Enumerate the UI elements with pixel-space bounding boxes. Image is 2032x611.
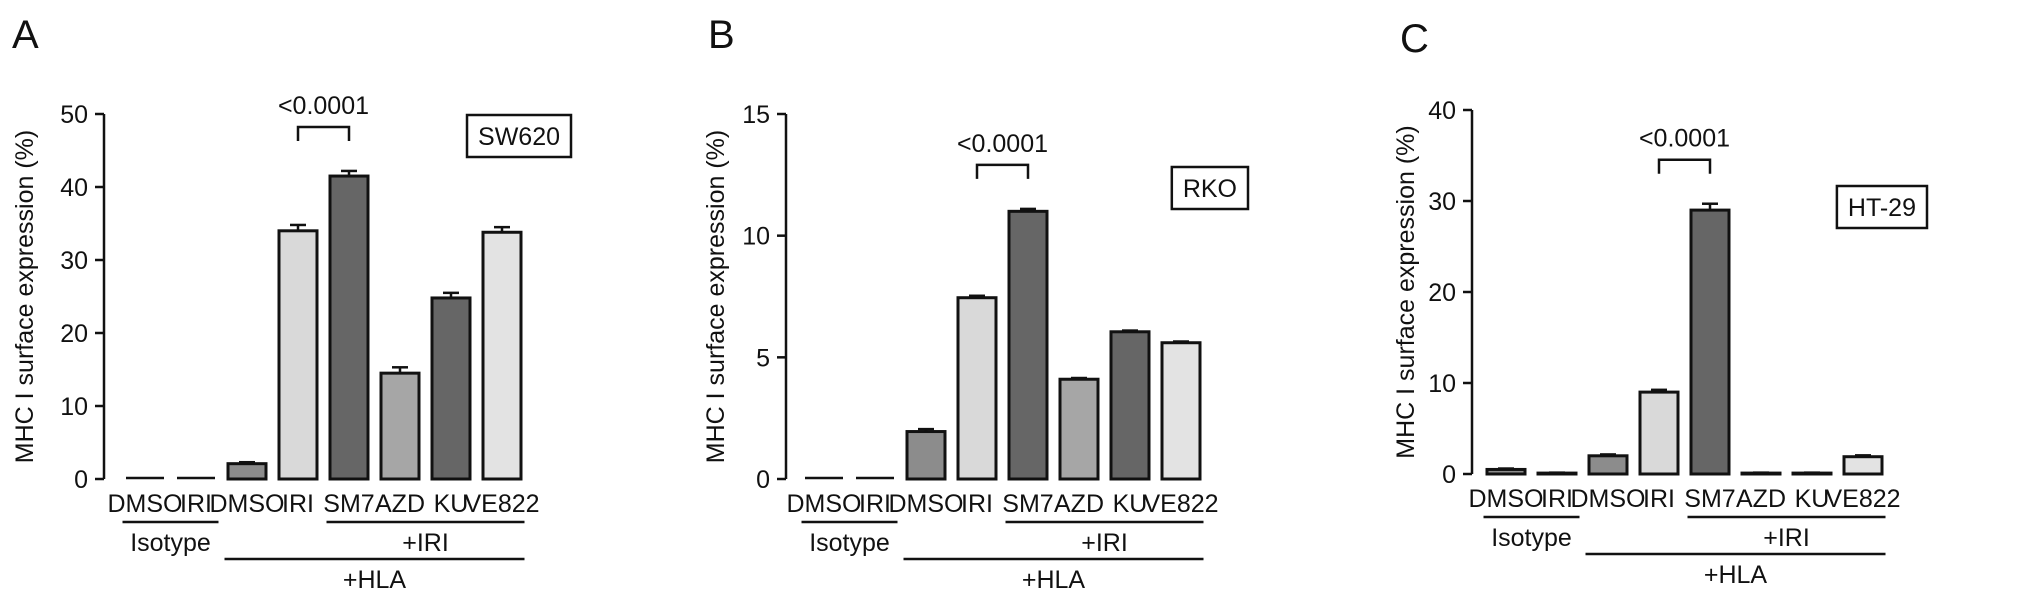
category-label: AZD: [1054, 490, 1104, 518]
y-axis-label: MHC I surface expression (%): [702, 130, 730, 463]
significance-label: <0.0001: [1639, 125, 1730, 153]
category-label: SM7: [323, 490, 374, 518]
cell-line-frame: [465, 113, 573, 159]
y-tick-label: 10: [1428, 370, 1456, 398]
y-tick-label: 0: [1442, 461, 1456, 489]
category-label: IRI: [180, 490, 212, 518]
significance-bracket: [975, 163, 1030, 179]
category-label: DMSO: [1469, 485, 1544, 513]
category-label: IRI: [961, 490, 993, 518]
cell-line-box: RKO: [1170, 165, 1250, 211]
cell-line-box: HT-29: [1835, 184, 1929, 230]
category-label: KU: [434, 490, 469, 518]
y-tick-label: 10: [60, 393, 88, 421]
significance-bracket: [296, 125, 351, 141]
bar-iri: [956, 296, 998, 481]
bar-azd: [1058, 377, 1100, 481]
cell-line-label: SW620: [478, 123, 560, 151]
group-label: Isotype: [809, 529, 890, 557]
panel-label: A: [12, 13, 39, 57]
y-tick-label: 15: [742, 101, 770, 129]
y-tick-label: 40: [60, 174, 88, 202]
category-label: VE822: [464, 490, 539, 518]
bar-sm7: [1689, 208, 1731, 476]
bar-sm7: [1007, 209, 1049, 481]
category-label: DMSO: [108, 490, 183, 518]
category-label: IRI: [1541, 485, 1573, 513]
y-tick-label: 5: [756, 344, 770, 372]
category-label: IRI: [282, 490, 314, 518]
chart-panel-a: A MHC I surface expression (%) 0 10 20 30 40 50…: [11, 13, 573, 594]
y-tick-label: 30: [60, 247, 88, 275]
bar-sm7: [328, 174, 370, 481]
bar-ve822: [1842, 455, 1884, 476]
bar-ve822: [1160, 341, 1202, 481]
bar-iri: [1638, 390, 1680, 476]
y-tick-label: 30: [1428, 188, 1456, 216]
group-label: Isotype: [130, 529, 211, 557]
bar-dmso: [1485, 467, 1527, 476]
y-tick-label: 0: [756, 466, 770, 494]
category-label: VE822: [1825, 485, 1900, 513]
group-label: +IRI: [1763, 524, 1810, 552]
bar-dmso: [226, 462, 268, 481]
group-label: +IRI: [1081, 529, 1128, 557]
category-label: KU: [1795, 485, 1830, 513]
cell-line-label: RKO: [1183, 175, 1237, 203]
category-label: KU: [1113, 490, 1148, 518]
category-label: DMSO: [1571, 485, 1646, 513]
y-tick-label: 20: [60, 320, 88, 348]
cell-line-box: SW620: [465, 113, 573, 159]
category-label: DMSO: [889, 490, 964, 518]
category-label: DMSO: [787, 490, 862, 518]
cell-line-label: HT-29: [1848, 194, 1916, 222]
bar-ku: [430, 296, 472, 481]
panel-label: B: [708, 13, 735, 57]
bar-azd: [379, 371, 421, 481]
group-label: +IRI: [402, 529, 449, 557]
bar-ku: [1109, 330, 1151, 481]
bar-dmso: [1587, 454, 1629, 476]
significance-label: <0.0001: [957, 130, 1048, 158]
y-tick-label: 40: [1428, 97, 1456, 125]
significance-bracket: [1657, 158, 1712, 174]
bar-dmso: [905, 430, 947, 481]
group-label: +HLA: [1022, 566, 1086, 594]
cell-line-frame: [1835, 184, 1929, 230]
category-label: IRI: [859, 490, 891, 518]
group-label: +HLA: [343, 566, 407, 594]
y-tick-label: 10: [742, 223, 770, 251]
panel-label: C: [1400, 17, 1429, 61]
y-tick-label: 20: [1428, 279, 1456, 307]
y-tick-label: 50: [60, 101, 88, 129]
group-label: +HLA: [1704, 561, 1768, 589]
cell-line-frame: [1170, 165, 1250, 211]
group-label: Isotype: [1491, 524, 1572, 552]
category-label: IRI: [1643, 485, 1675, 513]
significance-label: <0.0001: [278, 92, 369, 120]
y-axis-label: MHC I surface expression (%): [11, 130, 39, 463]
category-label: VE822: [1143, 490, 1218, 518]
category-label: DMSO: [210, 490, 285, 518]
category-label: AZD: [375, 490, 425, 518]
bar-ve822: [481, 230, 523, 481]
category-label: AZD: [1736, 485, 1786, 513]
chart-panel-c: C MHC I surface expression (%) 0 10 20 30 40 DM…: [1392, 17, 1929, 589]
bar-iri: [277, 229, 319, 481]
category-label: SM7: [1684, 485, 1735, 513]
category-label: SM7: [1002, 490, 1053, 518]
y-axis-label: MHC I surface expression (%): [1392, 125, 1420, 458]
y-tick-label: 0: [74, 466, 88, 494]
